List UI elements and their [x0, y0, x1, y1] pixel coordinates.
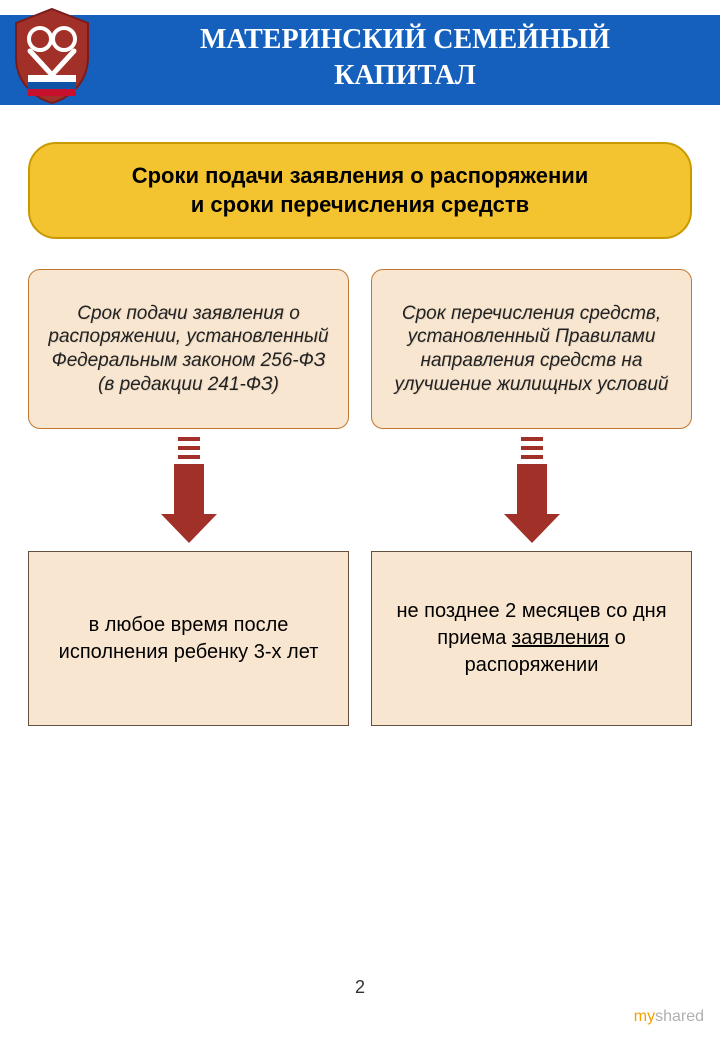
left-top-box: Срок подачи заявления о распоряжении, ус…: [28, 269, 349, 429]
right-top-box: Срок перечисления средств, установленный…: [371, 269, 692, 429]
subtitle-box: Сроки подачи заявления о распоряжении и …: [28, 142, 692, 239]
title-line1: МАТЕРИНСКИЙ СЕМЕЙНЫЙ: [200, 24, 610, 55]
right-column: Срок перечисления средств, установленный…: [371, 269, 692, 726]
left-bottom-text: в любое время после исполнения ребенку 3…: [45, 612, 332, 666]
right-top-text: Срок перечисления средств, установленный…: [384, 302, 679, 397]
shield-icon: [10, 5, 95, 105]
page-title: МАТЕРИНСКИЙ СЕМЕЙНЫЙ КАПИТАЛ: [110, 22, 700, 95]
right-bottom-box: не позднее 2 месяцев со дня приема заявл…: [371, 551, 692, 726]
header: МАТЕРИНСКИЙ СЕМЕЙНЫЙ КАПИТАЛ: [0, 0, 720, 120]
flow-columns: Срок подачи заявления о распоряжении, ус…: [28, 269, 692, 726]
right-bottom-text: не позднее 2 месяцев со дня приема заявл…: [388, 598, 675, 679]
left-top-text: Срок подачи заявления о распоряжении, ус…: [41, 302, 336, 397]
left-bottom-box: в любое время после исполнения ребенку 3…: [28, 551, 349, 726]
subtitle-text: Сроки подачи заявления о распоряжении и …: [54, 162, 666, 219]
watermark-suffix: shared: [655, 1008, 704, 1025]
watermark-prefix: my: [634, 1008, 655, 1025]
title-line2: КАПИТАЛ: [334, 60, 476, 91]
subtitle-line2: и сроки перечисления средств: [191, 192, 529, 217]
down-arrow-icon: [159, 437, 219, 547]
watermark: myshared: [634, 1008, 704, 1026]
left-column: Срок подачи заявления о распоряжении, ус…: [28, 269, 349, 726]
right-bottom-underlined: заявления: [512, 627, 609, 649]
down-arrow-icon: [502, 437, 562, 547]
pfr-logo: [10, 5, 95, 105]
subtitle-line1: Сроки подачи заявления о распоряжении: [132, 163, 589, 188]
page-number: 2: [355, 977, 365, 998]
